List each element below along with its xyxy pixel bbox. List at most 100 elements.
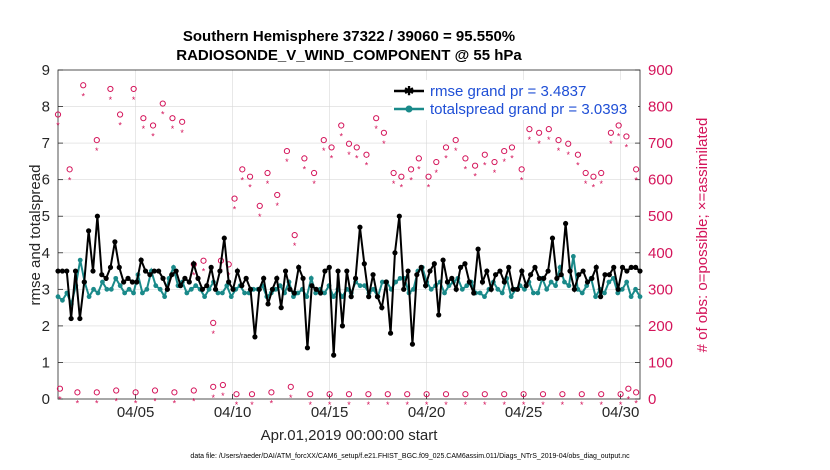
spread-point xyxy=(619,286,625,292)
spread-point xyxy=(219,290,225,296)
obs-assimilated-point: * xyxy=(114,397,118,407)
rmse-point xyxy=(589,275,595,281)
obs-possible-point xyxy=(246,173,254,180)
rmse-point xyxy=(514,286,521,292)
rmse-point xyxy=(331,352,337,358)
obs-assimilated-point: * xyxy=(625,142,629,152)
rmse-point xyxy=(357,224,363,230)
obs-assimilated-point: * xyxy=(76,398,80,408)
obs-assimilated-point: * xyxy=(303,164,307,174)
obs-assimilated-point: * xyxy=(541,400,545,410)
obs-possible-point xyxy=(264,169,271,177)
spread-point xyxy=(393,279,399,285)
rmse-point xyxy=(112,239,118,245)
spread-point xyxy=(95,290,101,296)
obs-assimilated-point: * xyxy=(211,393,215,403)
rmse-point xyxy=(593,264,599,270)
spread-point xyxy=(144,286,150,292)
spread-point xyxy=(593,294,598,300)
rmse-point xyxy=(457,264,464,270)
rmse-point xyxy=(479,279,486,285)
rmse-point xyxy=(291,290,297,296)
rmse-point xyxy=(204,283,210,289)
rmse-point xyxy=(313,286,319,292)
obs-possible-point xyxy=(345,140,353,147)
rmse-point xyxy=(191,261,197,267)
spread-point xyxy=(117,283,123,289)
rmse-point xyxy=(300,275,306,281)
obs-possible-point xyxy=(518,166,525,173)
rmse-point xyxy=(90,268,96,274)
obs-assimilated-point: * xyxy=(576,161,580,171)
spread-point xyxy=(530,290,536,296)
spread-point xyxy=(104,286,110,292)
obs-assimilated-point: * xyxy=(258,212,262,222)
obs-possible-point xyxy=(54,111,62,118)
obs-assimilated-point: * xyxy=(308,400,312,410)
rmse-point xyxy=(199,286,206,292)
obs-possible-point xyxy=(526,126,533,133)
obs-possible-point xyxy=(578,391,585,398)
obs-possible-point xyxy=(169,115,176,122)
rmse-point xyxy=(186,279,192,285)
obs-assimilated-point: * xyxy=(312,179,316,189)
spread-point xyxy=(86,294,92,300)
obs-assimilated-point: * xyxy=(330,153,334,163)
rmse-point xyxy=(226,279,232,285)
obs-possible-point xyxy=(520,391,527,398)
obs-possible-point xyxy=(268,389,275,396)
obs-possible-point xyxy=(320,137,327,144)
spread-point xyxy=(122,290,128,296)
obs-assimilated-point: * xyxy=(270,398,274,408)
obs-possible-point xyxy=(607,129,615,136)
obs-possible-point xyxy=(363,151,370,158)
obs-assimilated-point: * xyxy=(266,179,270,189)
obs-assimilated-point: * xyxy=(173,398,177,408)
chart-title-line2: RADIOSONDE_V_WIND_COMPONENT @ 55 hPa xyxy=(176,47,522,64)
legend-box xyxy=(392,80,638,120)
rmse-point xyxy=(523,283,529,289)
obs-possible-point xyxy=(559,391,566,398)
rmse-point xyxy=(637,268,643,274)
rmse-point xyxy=(116,264,122,270)
spread-point xyxy=(371,286,376,292)
rmse-point xyxy=(64,268,70,274)
rmse-point xyxy=(453,286,459,292)
rmse-point xyxy=(418,264,424,270)
rmse-point xyxy=(287,286,293,292)
y-tick-label-left: 6 xyxy=(42,172,50,189)
obs-assimilated-point: * xyxy=(435,168,439,178)
rmse-point xyxy=(462,261,468,267)
obs-assimilated-point: * xyxy=(483,400,487,410)
spread-point xyxy=(633,286,638,292)
y-tick-label-right: 600 xyxy=(648,172,673,189)
rmse-point xyxy=(177,283,184,289)
obs-assimilated-point: * xyxy=(95,146,99,156)
obs-possible-point xyxy=(353,144,360,151)
obs-assimilated-point: * xyxy=(192,397,196,407)
rmse-point xyxy=(72,268,79,274)
y-tick-label-right: 300 xyxy=(648,281,673,298)
legend-spread-marker xyxy=(405,105,413,113)
obs-possible-point xyxy=(472,162,479,169)
legend: ✱ rmse grand pr = 3.4837 totalspread gra… xyxy=(392,80,638,120)
x-axis-label: Apr.01,2019 00:00:00 start xyxy=(261,427,439,444)
spread-point xyxy=(202,294,208,300)
rmse-point xyxy=(615,286,621,292)
obs-assimilated-point: * xyxy=(192,270,196,280)
obs-assimilated-point: * xyxy=(347,150,351,160)
obs-assimilated-point: * xyxy=(400,183,404,193)
obs-assimilated-point: * xyxy=(634,175,638,185)
rmse-point xyxy=(549,235,556,241)
obs-possible-point xyxy=(598,391,605,398)
obs-possible-point xyxy=(365,391,372,398)
spread-point xyxy=(215,290,221,296)
rmse-point xyxy=(563,220,569,227)
obs-possible-point xyxy=(80,82,87,89)
rmse-point xyxy=(317,290,324,296)
rmse-point xyxy=(409,341,416,347)
obs-possible-point xyxy=(415,155,422,162)
rmse-point xyxy=(55,268,61,274)
spread-point xyxy=(602,290,607,296)
obs-assimilated-point: * xyxy=(202,267,206,277)
